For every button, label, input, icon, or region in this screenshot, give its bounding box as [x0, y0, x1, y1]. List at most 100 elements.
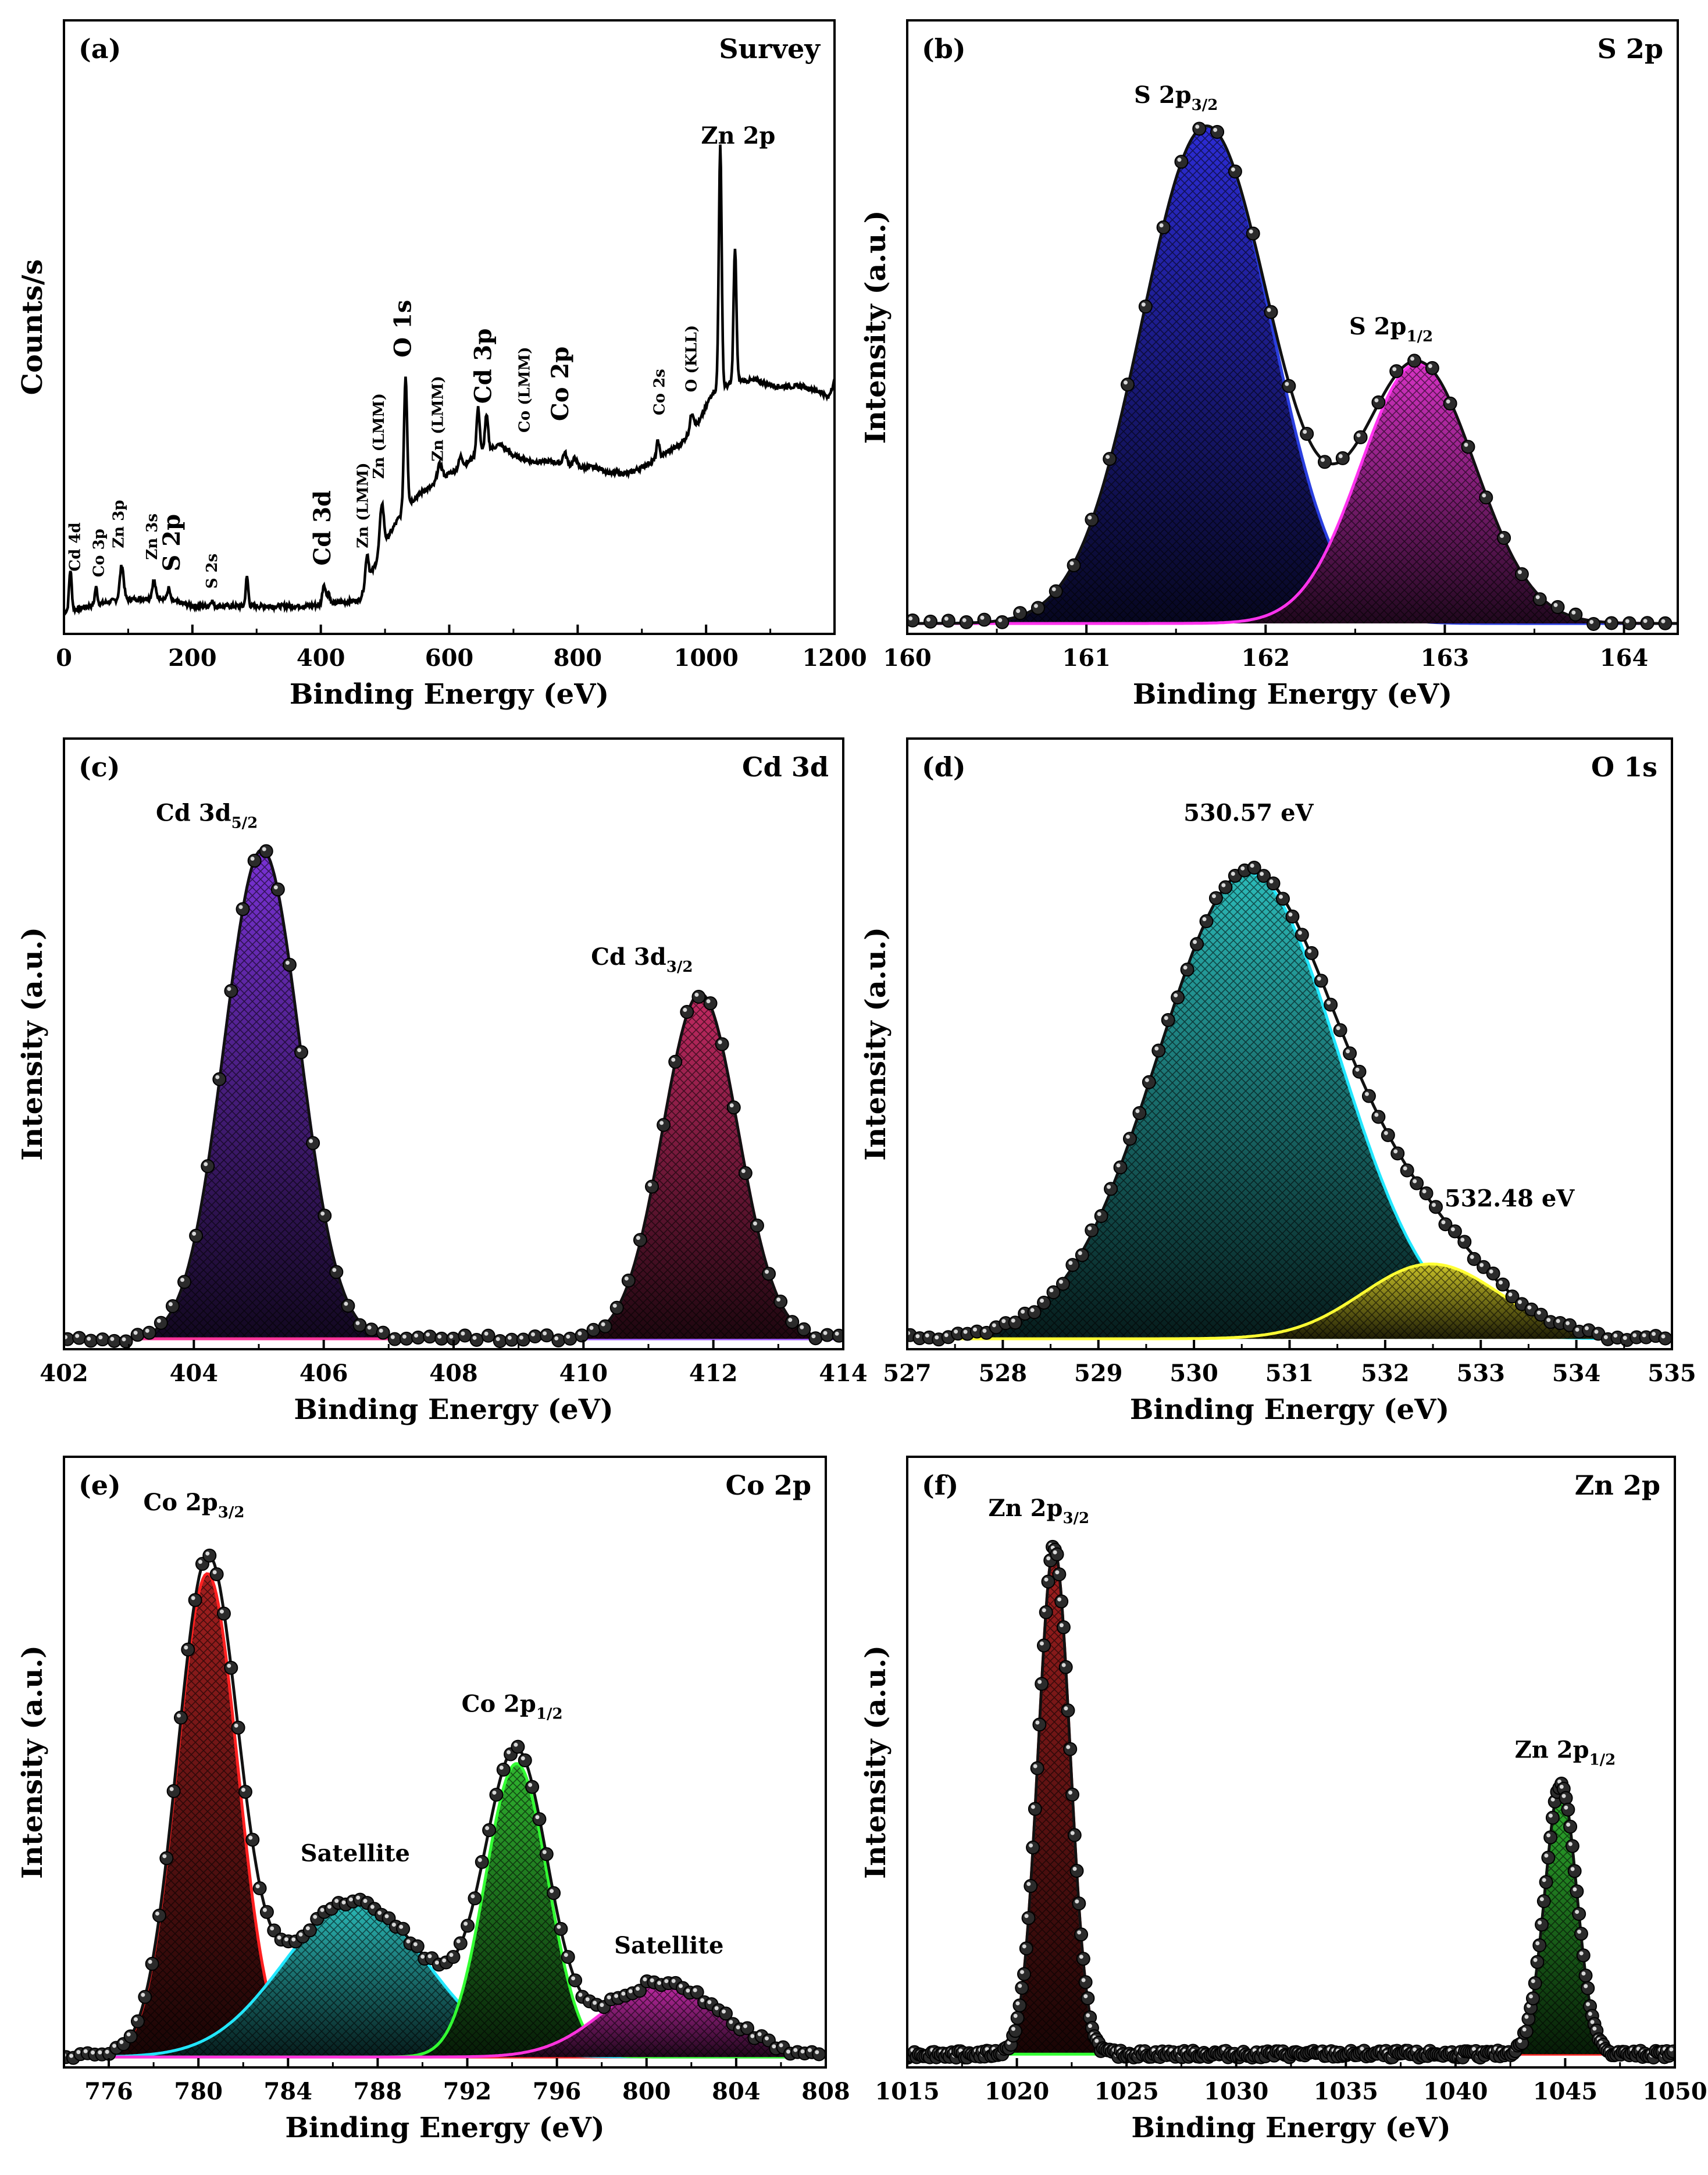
data-point — [691, 990, 706, 1004]
x-tick-label: 784 — [264, 2078, 313, 2105]
data-point-highlight — [998, 618, 1003, 622]
x-tick-label: 532 — [1361, 1360, 1410, 1387]
data-point-highlight — [212, 1570, 217, 1574]
x-tick-label: 530 — [1169, 1360, 1218, 1387]
data-point-highlight — [83, 2049, 88, 2053]
data-point-highlight — [1053, 1550, 1057, 1554]
data-point — [1586, 616, 1601, 631]
data-point-highlight — [1556, 1318, 1560, 1323]
data-point-highlight — [1068, 1261, 1073, 1265]
data-point — [1295, 928, 1309, 942]
data-point-highlight — [1154, 1046, 1159, 1051]
data-point-highlight — [1070, 1831, 1075, 1835]
data-point-highlight — [554, 1336, 559, 1340]
data-point-highlight — [320, 1211, 325, 1216]
data-point-highlight — [449, 1953, 454, 1958]
data-point-highlight — [227, 1663, 231, 1668]
data-point — [563, 1331, 577, 1346]
data-point-highlight — [1479, 1263, 1484, 1267]
data-point-highlight — [1546, 1318, 1551, 1322]
data-point-highlight — [1124, 380, 1128, 385]
data-point-highlight — [1057, 1597, 1062, 1602]
data-point — [1497, 531, 1511, 545]
data-point-highlight — [543, 1331, 547, 1336]
data-point-highlight — [982, 1328, 987, 1333]
data-point — [1640, 616, 1654, 630]
data-point — [1567, 1864, 1582, 1878]
data-point — [1425, 361, 1439, 375]
peak-label-subscript: 3/2 — [666, 958, 693, 976]
peak-label: Satellite — [301, 1840, 410, 1867]
panel-letter: (b) — [922, 33, 966, 65]
data-point-highlight — [1355, 1067, 1360, 1072]
data-point-highlight — [1518, 2039, 1522, 2044]
peak-label: Co 2s — [651, 369, 668, 415]
data-point-highlight — [1051, 587, 1056, 591]
panel-title: Survey — [719, 33, 821, 65]
data-point — [539, 1847, 554, 1862]
data-point-highlight — [788, 1318, 793, 1322]
data-point-highlight — [722, 2009, 726, 2014]
data-point-highlight — [612, 1303, 617, 1308]
data-point — [142, 1325, 156, 1340]
data-point — [1056, 1277, 1070, 1291]
x-tick-label: 804 — [712, 2078, 761, 2105]
data-point — [773, 1295, 788, 1309]
data-point — [1058, 1660, 1073, 1674]
data-point — [1578, 1969, 1593, 1983]
data-point-highlight — [1107, 1185, 1111, 1189]
data-point-highlight — [757, 2032, 762, 2037]
data-point-highlight — [1106, 455, 1110, 459]
x-tick-label: 1035 — [1314, 2078, 1378, 2105]
peak-label: Zn 2p3/2 — [988, 1495, 1089, 1527]
peak-label: Cd 3p — [469, 329, 497, 404]
data-point — [469, 1332, 484, 1347]
data-point — [1532, 592, 1547, 607]
data-point-highlight — [1586, 2002, 1591, 2006]
data-point — [181, 1642, 195, 1657]
data-point-highlight — [1360, 2046, 1364, 2051]
data-point-highlight — [219, 1609, 224, 1614]
data-point — [270, 882, 285, 897]
data-point — [1666, 2044, 1675, 2059]
data-point — [1389, 364, 1404, 379]
data-point-highlight — [1594, 1329, 1599, 1334]
data-point-highlight — [1422, 1189, 1427, 1193]
data-point — [411, 1330, 426, 1345]
survey-line — [64, 144, 835, 616]
data-point-highlight — [636, 1987, 640, 1991]
data-point — [1581, 1981, 1595, 1995]
data-point — [130, 2014, 145, 2028]
data-point-highlight — [671, 1057, 676, 1062]
data-point-highlight — [126, 2032, 131, 2037]
data-point-highlight — [926, 617, 931, 622]
data-point-highlight — [291, 1937, 296, 1942]
data-point-highlight — [449, 1334, 454, 1339]
x-tick-label: 160 — [883, 644, 932, 672]
data-point — [703, 996, 718, 1011]
panel-letter: (d) — [922, 751, 966, 783]
data-point-highlight — [1075, 1899, 1079, 1904]
data-point — [212, 1072, 227, 1086]
data-point-highlight — [811, 1334, 816, 1339]
data-point-highlight — [461, 1331, 465, 1336]
y-axis-label: Intensity (a.u.) — [16, 1645, 49, 1879]
data-point-highlight — [1508, 1292, 1513, 1297]
data-point-highlight — [1097, 1212, 1101, 1217]
data-point-highlight — [935, 1335, 939, 1340]
data-point-highlight — [1327, 1000, 1331, 1005]
data-point — [1008, 2024, 1022, 2038]
data-point-highlight — [1542, 1878, 1546, 1882]
data-point-highlight — [305, 1926, 310, 1931]
data-point — [1539, 1875, 1553, 1889]
data-point — [1317, 455, 1332, 469]
data-point — [1461, 440, 1475, 454]
peak-label: O 1s — [389, 300, 416, 358]
data-point — [1171, 990, 1185, 1005]
peak-label: Zn 3s — [144, 514, 161, 560]
data-point-highlight — [729, 1103, 734, 1108]
data-point — [1081, 1991, 1095, 2006]
data-point-highlight — [736, 2025, 740, 2030]
data-point-highlight — [241, 1788, 245, 1792]
data-point-highlight — [215, 1075, 220, 1079]
